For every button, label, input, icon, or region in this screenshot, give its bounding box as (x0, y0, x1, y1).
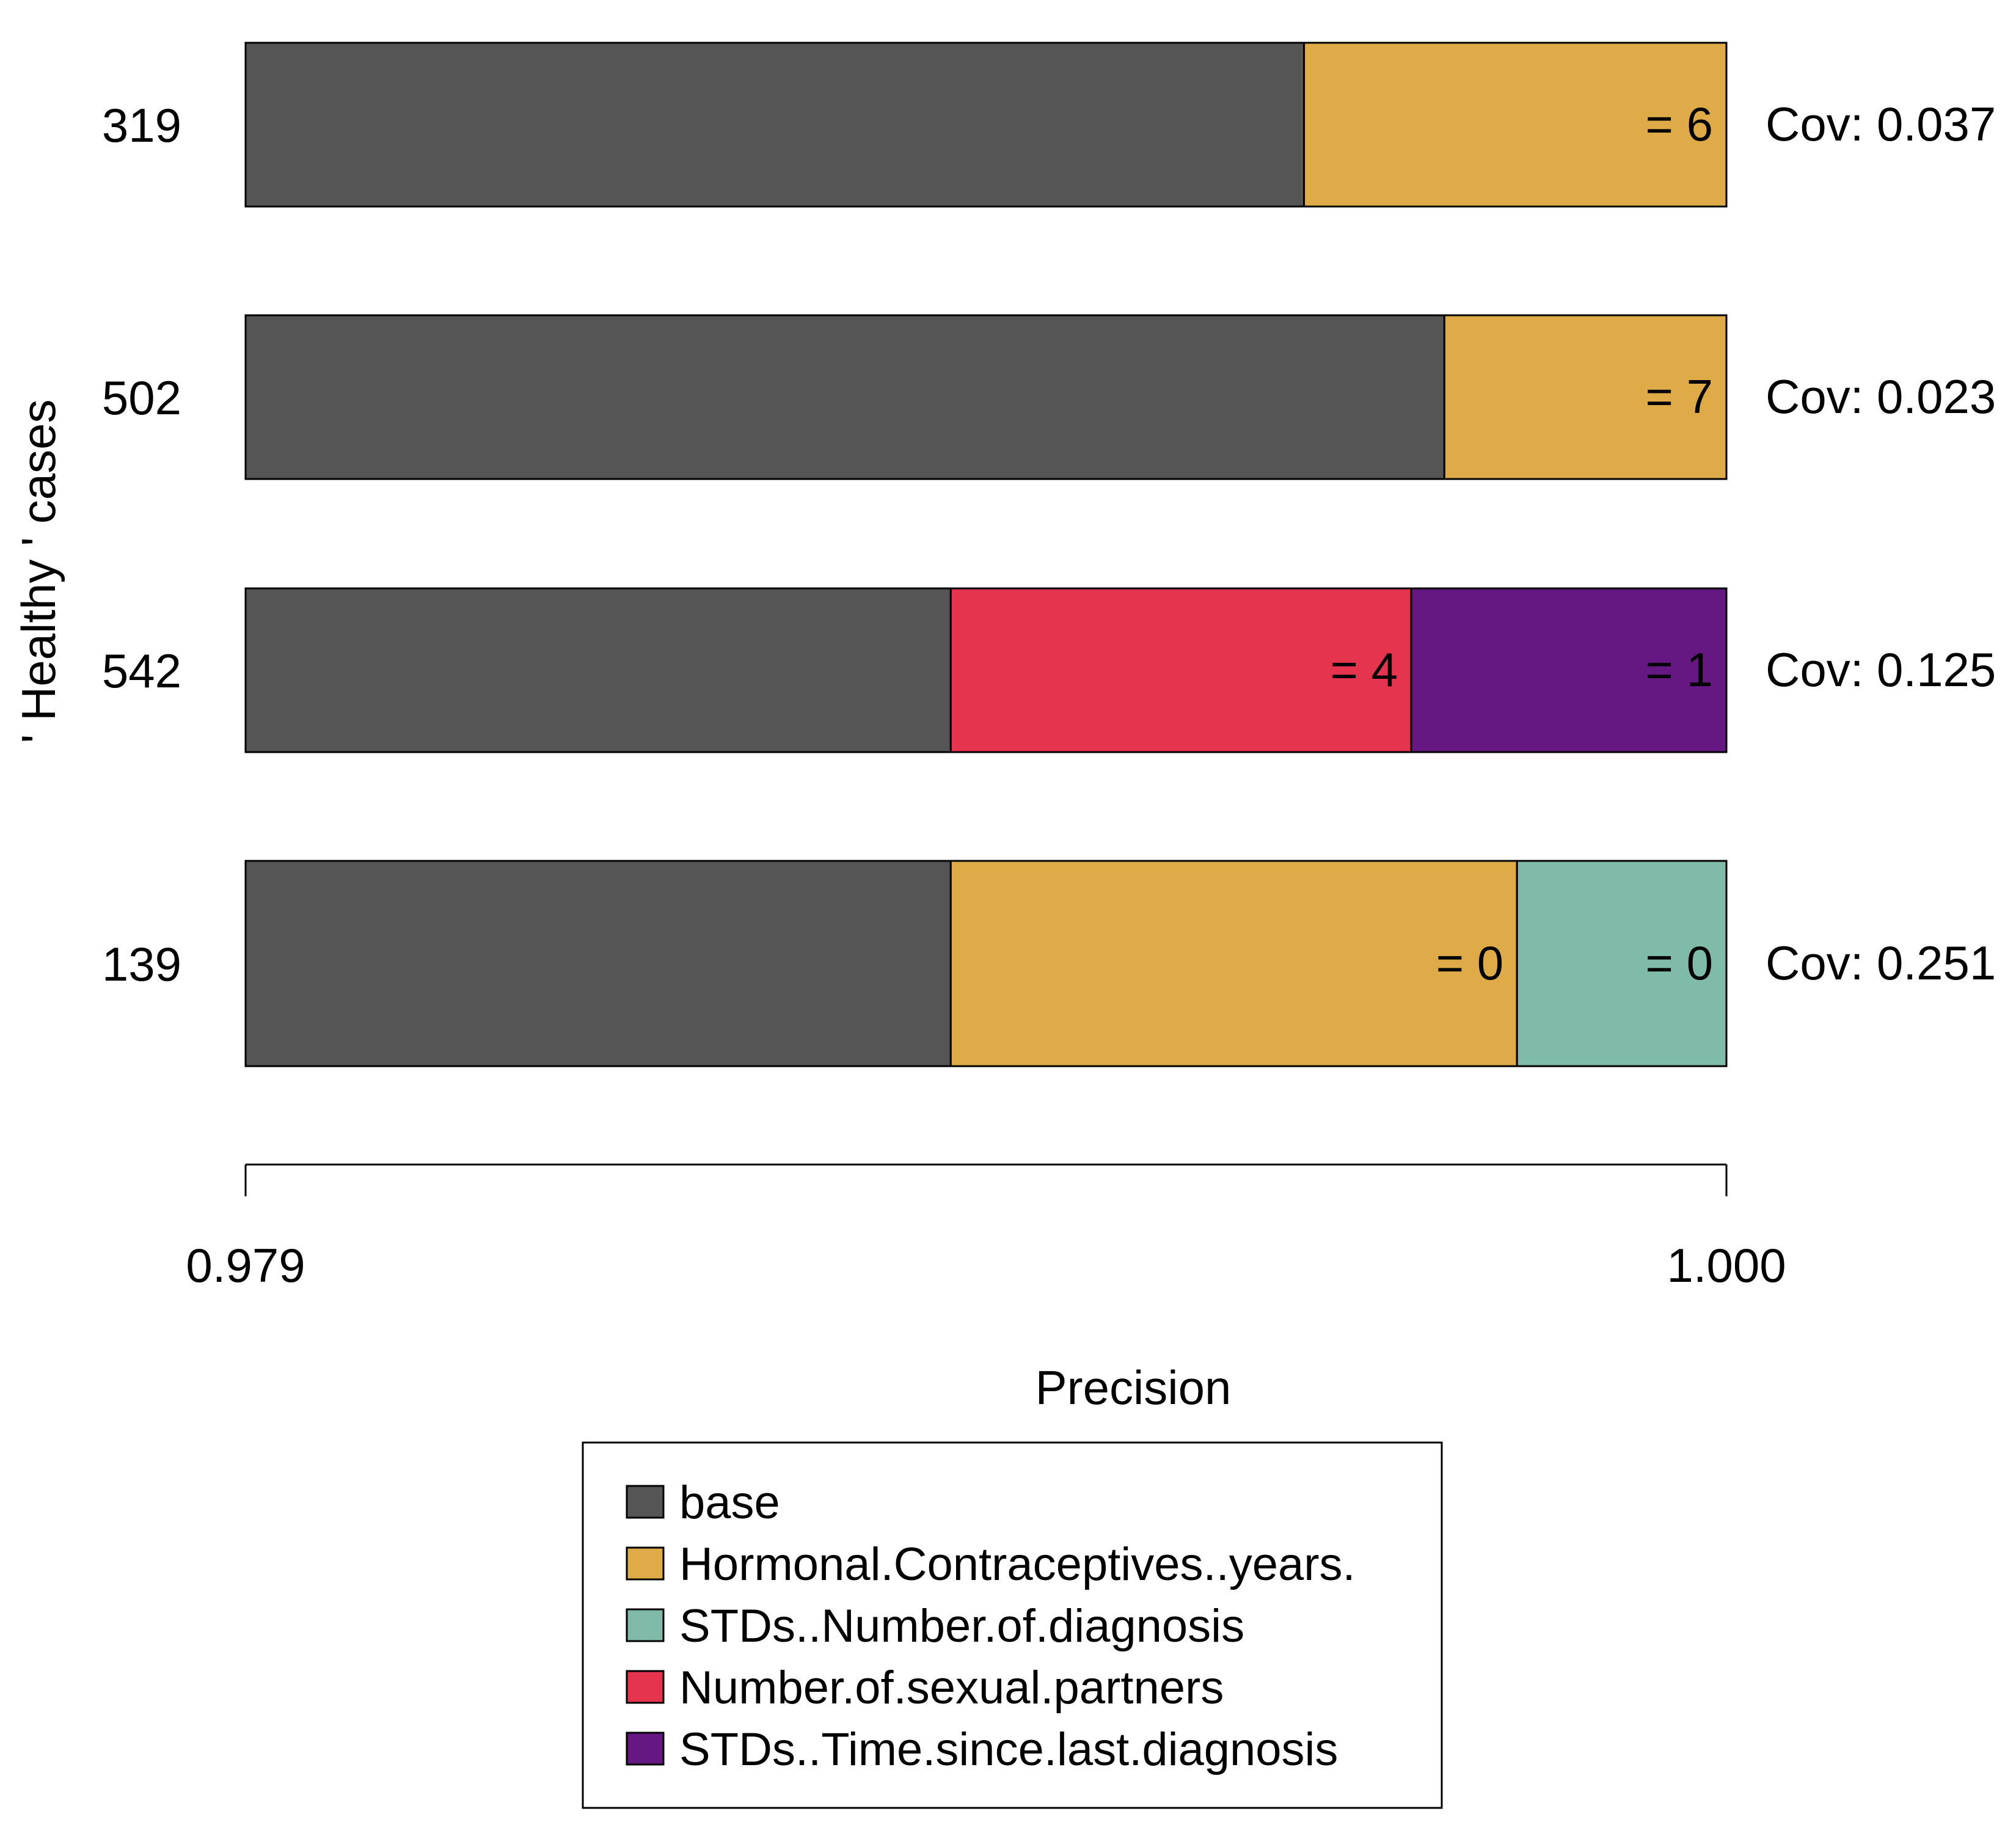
legend-swatch (626, 1546, 665, 1581)
segment-value-label: = 0 (1645, 936, 1713, 990)
legend-label: Number.of.sexual.partners (679, 1662, 1224, 1714)
bar-segment (244, 314, 1445, 480)
legend-swatch (626, 1608, 665, 1642)
bar-segment (244, 587, 952, 753)
coverage-label: Cov: 0.037 (1766, 97, 1996, 151)
bar-segment (1516, 860, 1728, 1067)
bar-segment (244, 860, 952, 1067)
legend-swatch (626, 1485, 665, 1519)
bar-segment (1410, 587, 1728, 753)
bar-segment (949, 587, 1412, 753)
x-tick-label: 1.000 (1667, 1238, 1786, 1292)
segment-value-label: = 0 (1436, 936, 1504, 990)
case-label: 502 (102, 371, 181, 425)
bars-group: = 6 = 7 = 4 = 1 = 0 = 0 (244, 42, 1728, 1067)
y-axis-title: ' Healthy ' cases (12, 399, 65, 743)
coverage-label: Cov: 0.125 (1766, 643, 1996, 697)
legend-label: STDs..Number.of.diagnosis (679, 1600, 1244, 1652)
legend-label: base (679, 1477, 780, 1529)
case-label: 319 (102, 98, 181, 152)
x-axis: 0.979 1.000 (186, 1163, 1786, 1292)
legend-swatch (626, 1670, 665, 1704)
case-label: 542 (102, 644, 181, 698)
segment-value-label: = 6 (1645, 97, 1713, 151)
segment-value-label: = 7 (1645, 370, 1713, 423)
bar-segment (1443, 314, 1728, 480)
coverage-labels-group: Cov: 0.037 Cov: 0.023 Cov: 0.125 Cov: 0.251 (1766, 97, 1996, 990)
case-labels-group: 319 502 542 139 (102, 98, 181, 991)
bar-segment (949, 860, 1518, 1067)
legend-label: Hormonal.Contraceptives..years. (679, 1538, 1356, 1590)
coverage-label: Cov: 0.251 (1766, 936, 1996, 990)
legend-swatch (626, 1732, 665, 1766)
legend-box (582, 1441, 1443, 1809)
case-label: 139 (102, 937, 181, 991)
segment-value-label: = 4 (1330, 643, 1398, 697)
bar-segment (1303, 42, 1728, 208)
coverage-label: Cov: 0.023 (1766, 370, 1996, 423)
legend-label: STDs..Time.since.last.diagnosis (679, 1724, 1338, 1776)
segment-value-label: = 1 (1645, 643, 1713, 697)
legend: base Hormonal.Contraceptives..years. STDs.… (582, 1441, 1443, 1809)
x-tick-label: 0.979 (186, 1238, 305, 1292)
bar-segment (244, 42, 1306, 208)
x-axis-title: Precision (1035, 1361, 1232, 1414)
